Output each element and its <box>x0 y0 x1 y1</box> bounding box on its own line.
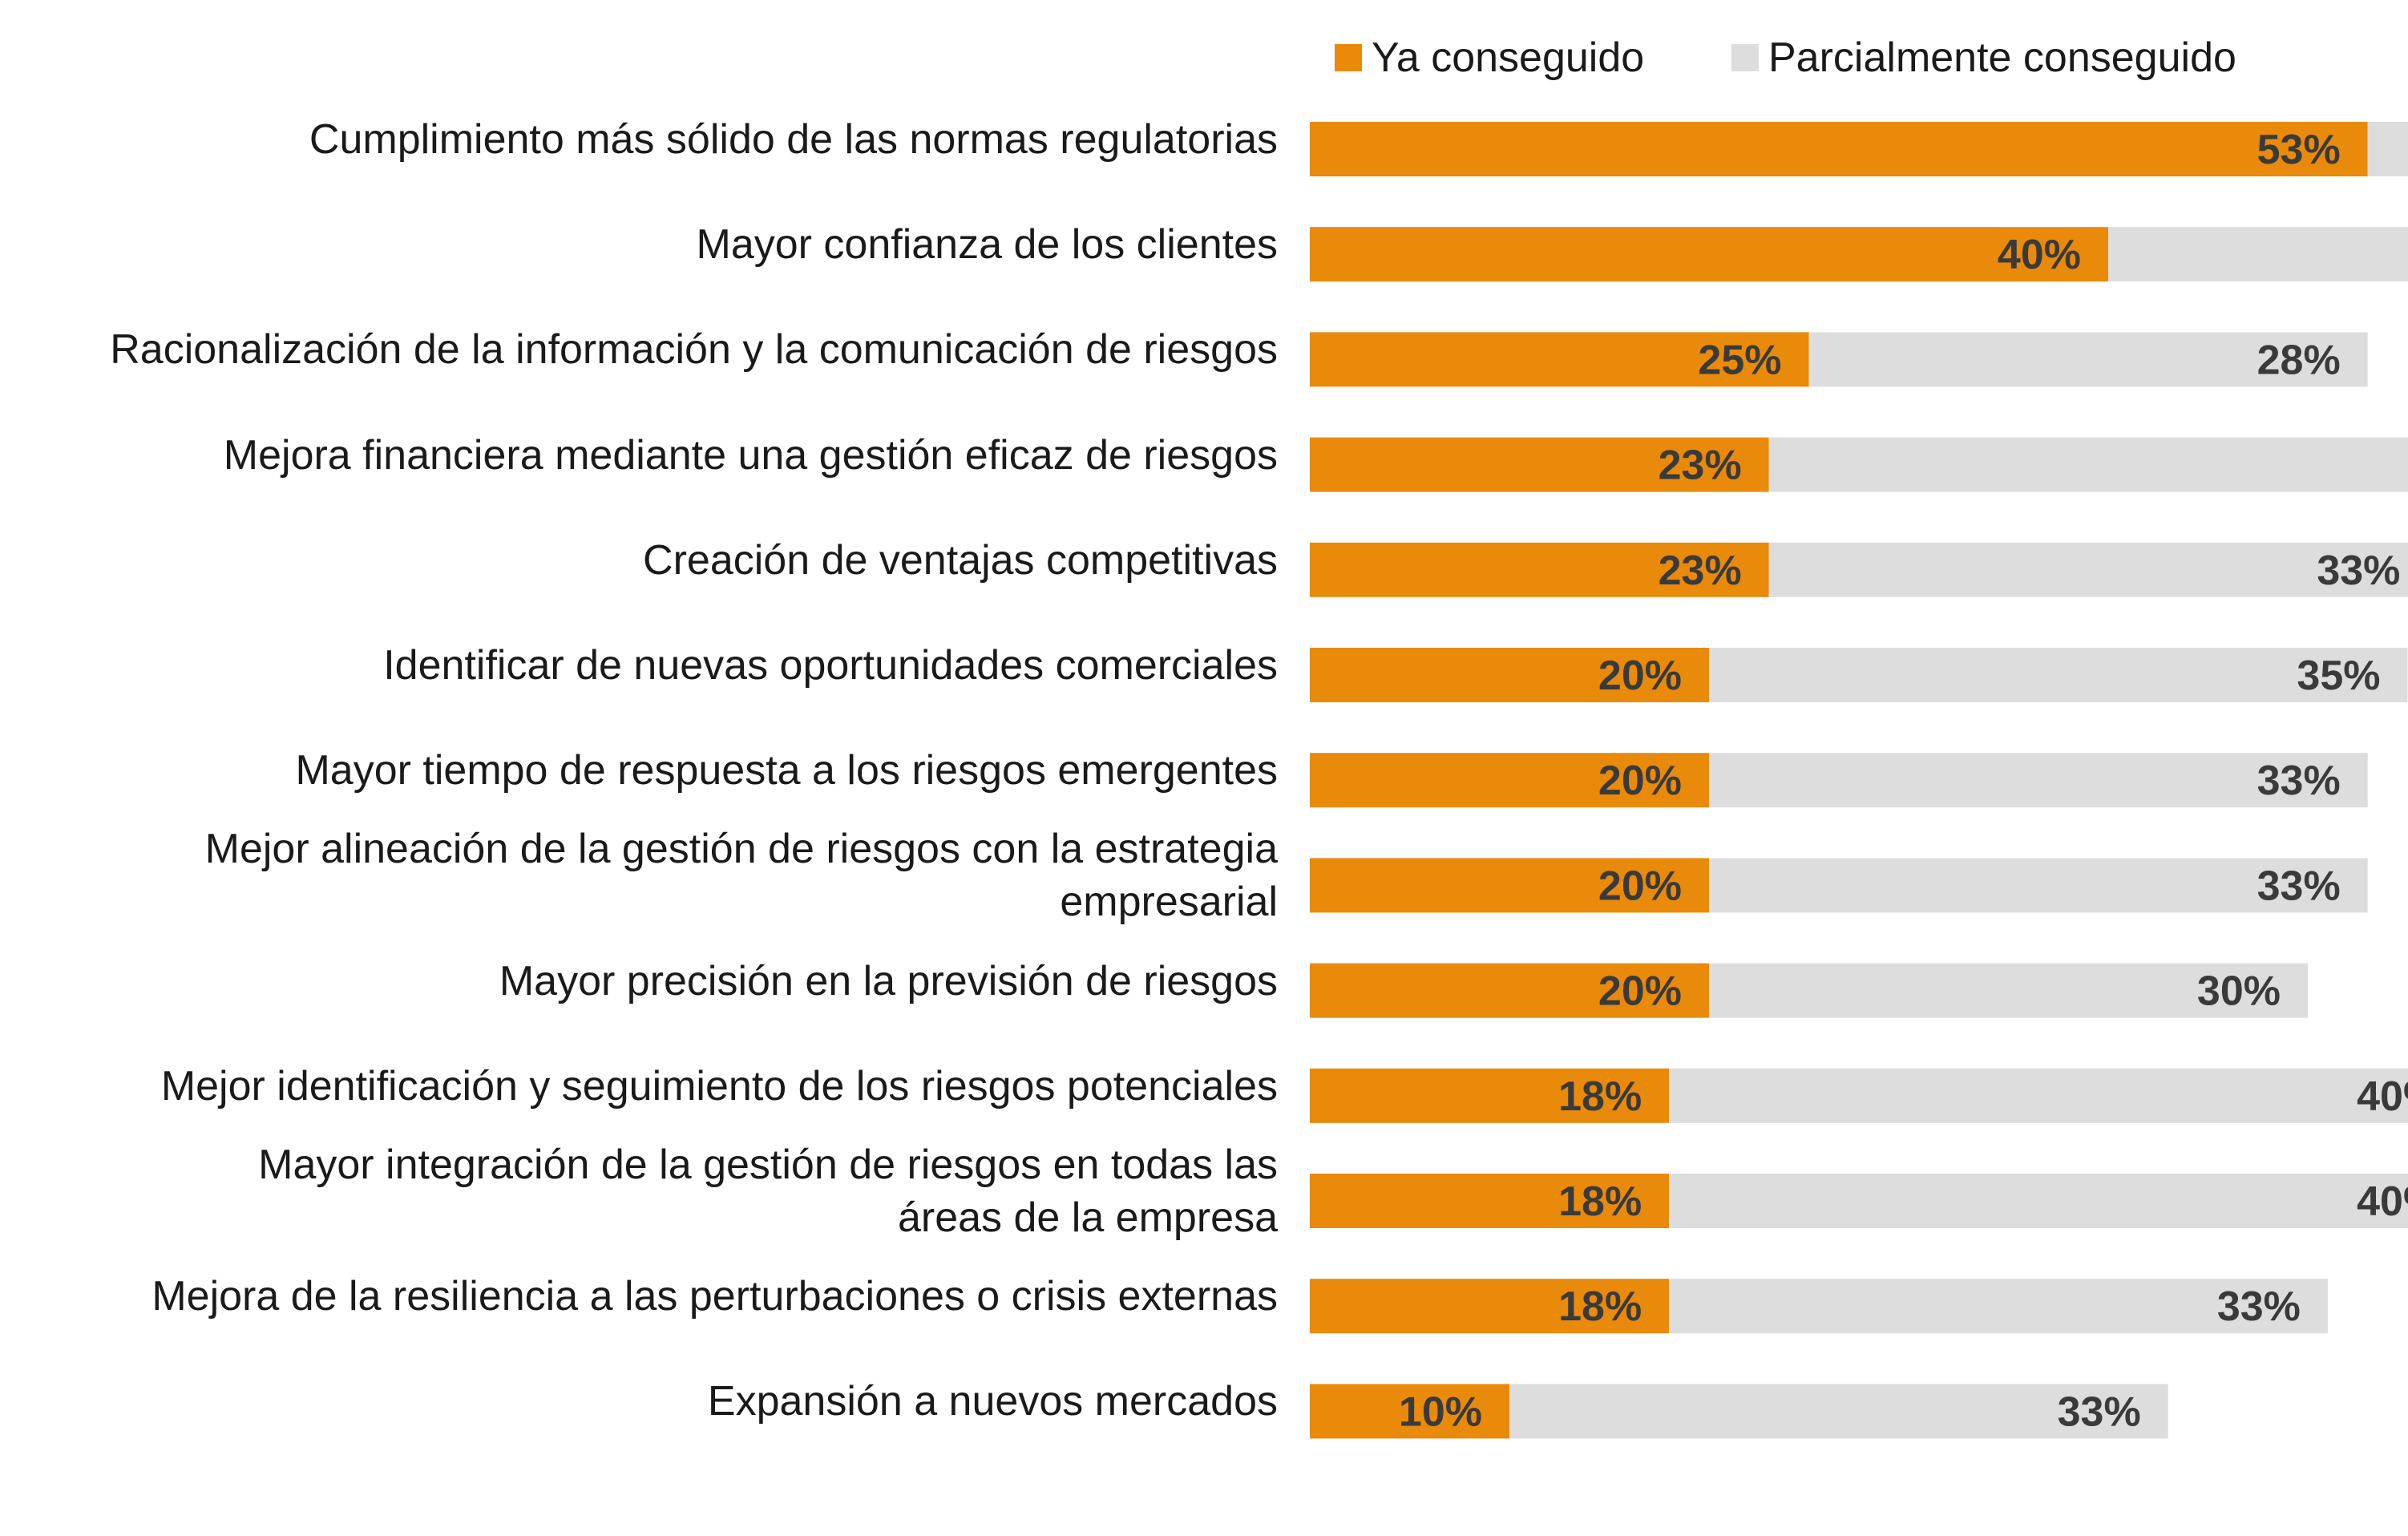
bar-parcialmente-conseguido-0 <box>2367 122 2408 176</box>
data-label-parcialmente-conseguido-12: 33% <box>2058 1388 2141 1435</box>
legend-label-parcialmente-conseguido: Parcialmente conseguido <box>1768 34 2236 81</box>
bar-parcialmente-conseguido-7 <box>1709 858 2368 913</box>
bar-parcialmente-conseguido-12 <box>1509 1384 2168 1439</box>
bar-ya-conseguido-12 <box>1310 1384 1509 1439</box>
bar-ya-conseguido-2 <box>1310 332 1809 387</box>
legend-item-ya-conseguido: Ya conseguido <box>1335 34 1644 82</box>
legend-swatch-parcialmente-conseguido <box>1731 44 1759 71</box>
bar-parcialmente-conseguido-2 <box>1808 332 2368 387</box>
bar-ya-conseguido-0 <box>1310 122 2368 176</box>
category-label-10: Mayor integración de la gestión de riesg… <box>258 1142 1278 1241</box>
bar-parcialmente-conseguido-3 <box>1768 437 2408 492</box>
bar-parcialmente-conseguido-11 <box>1669 1279 2328 1334</box>
category-label-2: Racionalización de la información y la c… <box>110 326 1278 374</box>
data-label-ya-conseguido-4: 23% <box>1659 548 1742 594</box>
bar-parcialmente-conseguido-4 <box>1768 542 2408 597</box>
legend-item-parcialmente-conseguido: Parcialmente conseguido <box>1731 34 2236 82</box>
data-label-ya-conseguido-5: 20% <box>1598 653 1682 699</box>
data-label-parcialmente-conseguido-9: 40% <box>2357 1073 2408 1120</box>
bar-ya-conseguido-7 <box>1310 858 1709 913</box>
data-label-parcialmente-conseguido-5: 35% <box>2297 653 2380 699</box>
bar-parcialmente-conseguido-9 <box>1669 1068 2408 1123</box>
bar-ya-conseguido-8 <box>1310 963 1709 1018</box>
bar-parcialmente-conseguido-5 <box>1709 648 2408 702</box>
category-label-5: Identificar de nuevas oportunidades come… <box>383 642 1278 689</box>
category-label-6: Mayor tiempo de respuesta a los riesgos … <box>295 747 1278 794</box>
data-label-ya-conseguido-8: 20% <box>1598 968 1682 1015</box>
legend-swatch-ya-conseguido <box>1335 44 1362 71</box>
bar-ya-conseguido-4 <box>1310 542 1769 597</box>
category-label-1: Mayor confianza de los clientes <box>696 221 1279 269</box>
legend-label-ya-conseguido: Ya conseguido <box>1372 34 1645 81</box>
bar-ya-conseguido-11 <box>1310 1279 1670 1334</box>
data-label-ya-conseguido-12: 10% <box>1399 1388 1482 1435</box>
data-label-ya-conseguido-3: 23% <box>1659 443 1742 489</box>
category-label-0: Cumplimiento más sólido de las normas re… <box>309 116 1278 163</box>
category-label-4: Creación de ventajas competitivas <box>643 536 1278 584</box>
data-label-ya-conseguido-7: 20% <box>1598 863 1682 909</box>
data-label-parcialmente-conseguido-2: 28% <box>2257 337 2341 383</box>
data-label-parcialmente-conseguido-6: 33% <box>2257 758 2341 804</box>
data-label-parcialmente-conseguido-4: 33% <box>2317 548 2400 594</box>
data-label-parcialmente-conseguido-8: 30% <box>2197 968 2281 1015</box>
bar-ya-conseguido-9 <box>1310 1068 1670 1123</box>
bar-parcialmente-conseguido-8 <box>1709 963 2308 1018</box>
data-label-ya-conseguido-6: 20% <box>1598 758 1682 804</box>
data-label-parcialmente-conseguido-7: 33% <box>2257 863 2341 909</box>
bar-parcialmente-conseguido-1 <box>2108 227 2408 282</box>
bar-parcialmente-conseguido-6 <box>1709 753 2368 808</box>
data-label-parcialmente-conseguido-11: 33% <box>2217 1283 2301 1330</box>
bar-ya-conseguido-5 <box>1310 648 1709 702</box>
data-label-ya-conseguido-9: 18% <box>1558 1073 1642 1120</box>
bar-ya-conseguido-1 <box>1310 227 2108 282</box>
category-label-11: Mejora de la resiliencia a las perturbac… <box>152 1273 1278 1320</box>
data-label-ya-conseguido-2: 25% <box>1698 337 1781 383</box>
bar-ya-conseguido-6 <box>1310 753 1709 808</box>
category-label-9: Mejor identificación y seguimiento de lo… <box>160 1062 1278 1110</box>
category-label-7: Mejor alineación de la gestión de riesgo… <box>204 826 1278 926</box>
bar-ya-conseguido-10 <box>1310 1174 1670 1228</box>
bar-ya-conseguido-3 <box>1310 437 1769 492</box>
category-label-8: Mayor precisión en la previsión de riesg… <box>499 957 1278 1004</box>
data-label-ya-conseguido-10: 18% <box>1558 1178 1642 1225</box>
bar-parcialmente-conseguido-10 <box>1669 1174 2408 1228</box>
data-label-ya-conseguido-0: 53% <box>2257 127 2341 173</box>
data-label-parcialmente-conseguido-10: 40% <box>2357 1178 2408 1225</box>
data-label-ya-conseguido-11: 18% <box>1558 1283 1642 1330</box>
data-label-ya-conseguido-1: 40% <box>1998 232 2081 278</box>
category-label-12: Expansión a nuevos mercados <box>707 1378 1278 1425</box>
category-label-3: Mejora financiera mediante una gestión e… <box>223 431 1278 479</box>
